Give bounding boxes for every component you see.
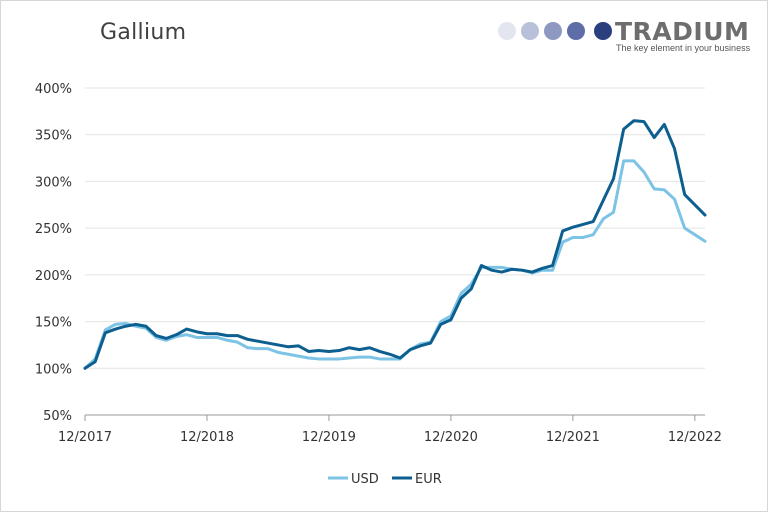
logo-dot	[544, 22, 562, 40]
y-tick-label: 300%	[35, 175, 72, 190]
gridlines	[85, 87, 705, 369]
legend-label-eur: EUR	[415, 472, 442, 487]
series-line-usd	[83, 159, 707, 370]
y-tick-label: 200%	[35, 269, 72, 284]
x-axis-ticks: 12/2017 12/2018 12/2019 12/2020 12/2021 12/20…	[58, 415, 722, 445]
y-tick-label: 50%	[43, 409, 72, 424]
x-tick-label: 12/2022	[668, 430, 722, 445]
x-tick-label: 12/2019	[302, 430, 356, 445]
x-tick-label: 12/2021	[546, 430, 600, 445]
y-tick-label: 100%	[35, 362, 72, 377]
series-line-eur	[83, 119, 707, 370]
legend-label-usd: USD	[351, 472, 379, 487]
y-axis-ticks: 400% 350% 300% 250% 200% 150% 100% 50%	[35, 82, 72, 424]
x-tick-label: 12/2017	[58, 430, 112, 445]
tradium-logo: TRADIUM The key element in your business	[498, 17, 758, 58]
logo-dot	[498, 22, 516, 40]
series-lines	[83, 119, 707, 370]
y-tick-label: 350%	[35, 129, 72, 144]
y-tick-label: 400%	[35, 82, 72, 97]
logo-name: TRADIUM	[615, 17, 750, 46]
x-tick-label: 12/2018	[180, 430, 234, 445]
y-tick-label: 250%	[35, 222, 72, 237]
legend: USD EUR	[328, 472, 442, 487]
logo-tagline: The key element in your business	[616, 43, 751, 53]
chart-title: Gallium	[100, 20, 187, 45]
logo-dot	[521, 22, 539, 40]
logo-dot	[594, 22, 612, 40]
y-tick-label: 150%	[35, 316, 72, 331]
logo-dot	[567, 22, 585, 40]
x-tick-label: 12/2020	[424, 430, 478, 445]
